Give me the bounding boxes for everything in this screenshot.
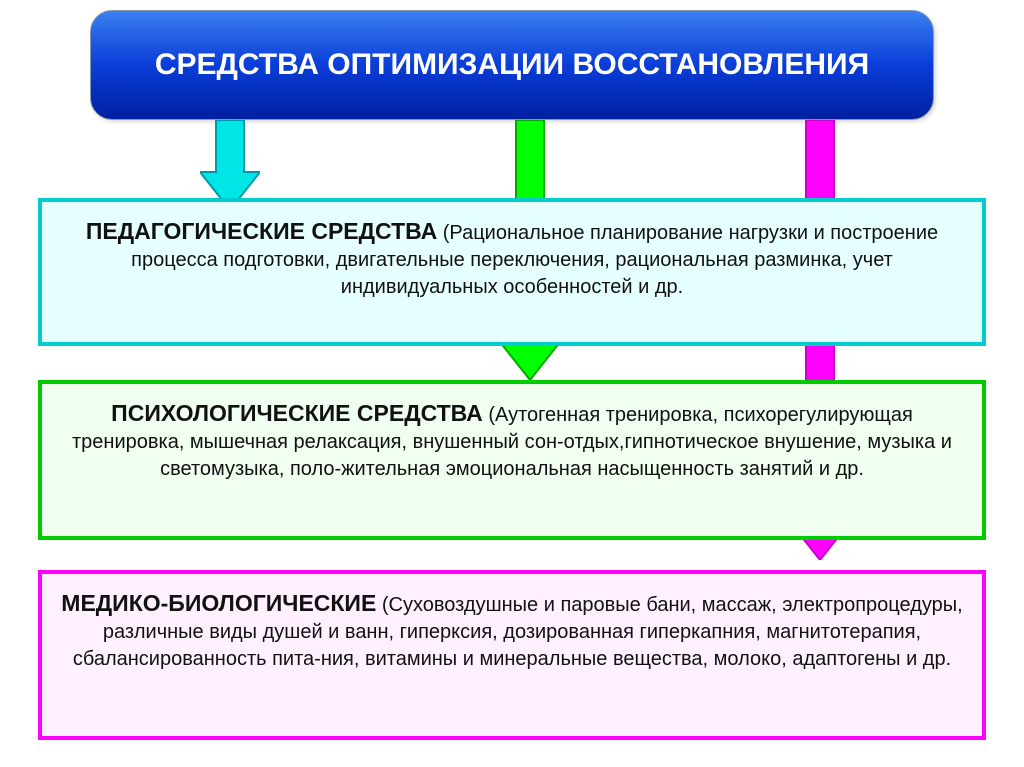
arrow-cyan [200, 120, 260, 210]
psychological-header: ПСИХОЛОГИЧЕСКИЕ СРЕДСТВА [111, 400, 483, 426]
title-box: СРЕДСТВА ОПТИМИЗАЦИИ ВОССТАНОВЛЕНИЯ [90, 10, 934, 120]
pedagogical-box: ПЕДАГОГИЧЕСКИЕ СРЕДСТВА (Рациональное пл… [38, 198, 986, 346]
psychological-box: ПСИХОЛОГИЧЕСКИЕ СРЕДСТВА (Аутогенная тре… [38, 380, 986, 540]
title-text: СРЕДСТВА ОПТИМИЗАЦИИ ВОССТАНОВЛЕНИЯ [155, 47, 869, 83]
pedagogical-header: ПЕДАГОГИЧЕСКИЕ СРЕДСТВА [86, 218, 437, 244]
medical-header: МЕДИКО-БИОЛОГИЧЕСКИЕ [61, 590, 376, 616]
medical-box: МЕДИКО-БИОЛОГИЧЕСКИЕ (Суховоздушные и па… [38, 570, 986, 740]
